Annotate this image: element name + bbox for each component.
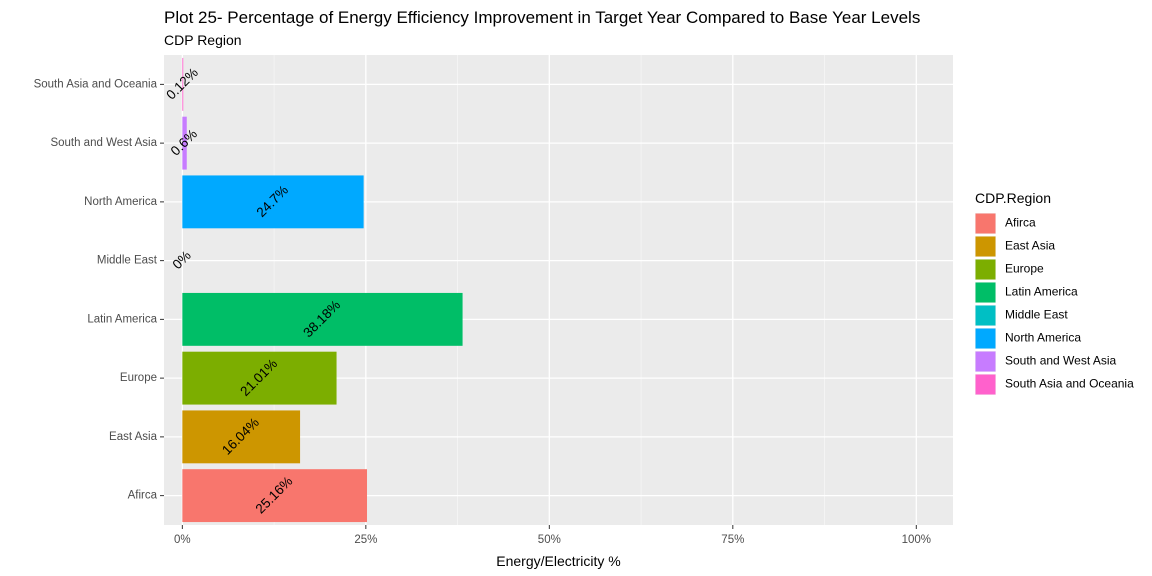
- legend-label: East Asia: [1005, 239, 1055, 253]
- bar-north-america: [182, 175, 364, 229]
- x-axis-title: Energy/Electricity %: [496, 553, 620, 569]
- y-tick-label: Latin America: [87, 313, 157, 325]
- y-tick-label: South Asia and Oceania: [34, 78, 158, 90]
- legend-label: North America: [1005, 331, 1081, 345]
- bar-south-and-west-asia: [182, 116, 187, 170]
- legend-swatch: [975, 213, 996, 234]
- legend-label: Afirca: [1005, 216, 1036, 230]
- bar-east-asia: [182, 410, 301, 464]
- bar-afirca: [182, 469, 368, 523]
- legend-swatch: [975, 328, 996, 349]
- y-tick-label: East Asia: [109, 431, 158, 443]
- legend-label: Europe: [1005, 262, 1044, 276]
- legend-swatch: [975, 259, 996, 280]
- legend-label: South and West Asia: [1005, 354, 1117, 368]
- legend-label: Middle East: [1005, 308, 1068, 322]
- legend-label: South Asia and Oceania: [1005, 377, 1134, 391]
- legend-swatch: [975, 374, 996, 395]
- x-tick-label: 50%: [538, 534, 561, 546]
- y-tick-label: Europe: [120, 372, 157, 384]
- legend-label: Latin America: [1005, 285, 1078, 299]
- x-tick-label: 0%: [174, 534, 191, 546]
- y-axis: Afirca East Asia Europe Latin America Middle…: [34, 78, 164, 502]
- bar-south-asia-and-oceania: [182, 57, 184, 111]
- bar-latin-america: [182, 292, 463, 346]
- major-gridlines: [164, 55, 953, 525]
- legend-swatch: [975, 305, 996, 326]
- chart-title: Plot 25- Percentage of Energy Efficiency…: [164, 8, 920, 27]
- x-axis: 0% 25% 50% 75% 100%: [174, 525, 931, 546]
- y-tick-label: North America: [84, 196, 157, 208]
- legend-swatch: [975, 282, 996, 303]
- legend: CDP.Region Afirca East Asia Europe Latin Am…: [975, 190, 1134, 395]
- chart-subtitle: CDP Region: [164, 32, 242, 48]
- legend-items: Afirca East Asia Europe Latin America Middle…: [975, 213, 1134, 395]
- legend-swatch: [975, 236, 996, 257]
- x-tick-label: 100%: [902, 534, 931, 546]
- y-tick-label: South and West Asia: [50, 137, 157, 149]
- bar-europe: [182, 351, 337, 405]
- bars: [182, 57, 463, 523]
- y-tick-label: Middle East: [97, 255, 158, 267]
- x-tick-label: 75%: [721, 534, 744, 546]
- legend-title: CDP.Region: [975, 190, 1051, 206]
- legend-swatch: [975, 351, 996, 372]
- x-tick-label: 25%: [354, 534, 377, 546]
- y-tick-label: Afirca: [128, 490, 158, 502]
